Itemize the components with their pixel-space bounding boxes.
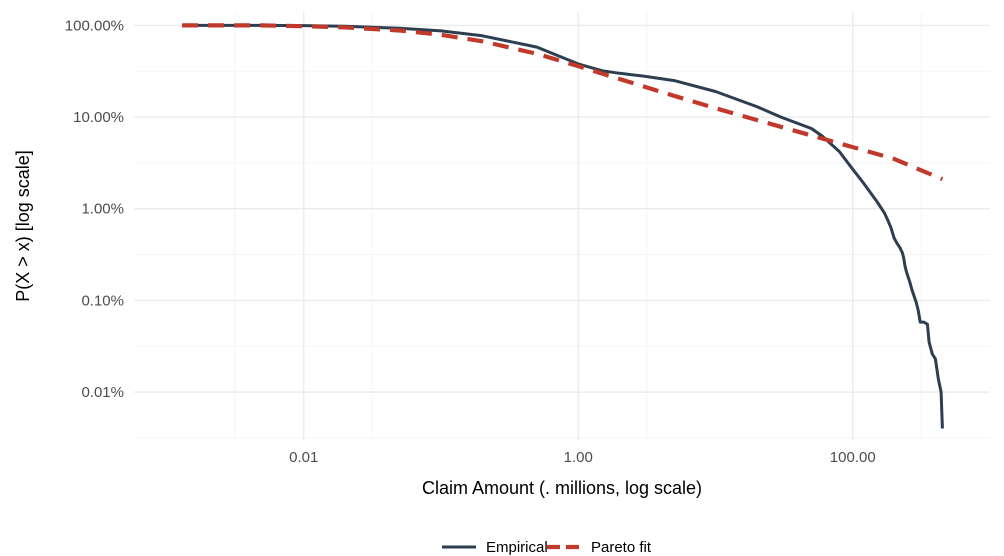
y-tick-label: 10.00% <box>73 109 124 126</box>
y-tick-label: 1.00% <box>81 201 124 218</box>
series-line-empirical <box>182 23 944 429</box>
series-lines <box>182 23 944 429</box>
series-line-pareto-fit <box>182 23 944 182</box>
y-tick-label: 0.01% <box>81 384 124 401</box>
y-tick-label: 100.00% <box>65 17 124 34</box>
x-tick-label: 100.00 <box>830 449 876 466</box>
x-axis-title: Claim Amount (. millions, log scale) <box>422 478 702 498</box>
y-tick-label: 0.10% <box>81 292 124 309</box>
x-tick-label: 1.00 <box>564 449 593 466</box>
legend-label-empirical: Empirical <box>486 539 548 556</box>
gridlines <box>134 12 990 440</box>
y-axis-title: P(X > x) [log scale] <box>13 150 33 302</box>
y-axis-ticks: 100.00% 10.00% 1.00% 0.10% 0.01% <box>65 17 124 401</box>
legend-label-pareto-fit: Pareto fit <box>591 539 652 556</box>
legend: Empirical Pareto fit <box>442 539 652 556</box>
x-axis-ticks: 0.01 1.00 100.00 <box>289 449 876 466</box>
x-tick-label: 0.01 <box>289 449 318 466</box>
